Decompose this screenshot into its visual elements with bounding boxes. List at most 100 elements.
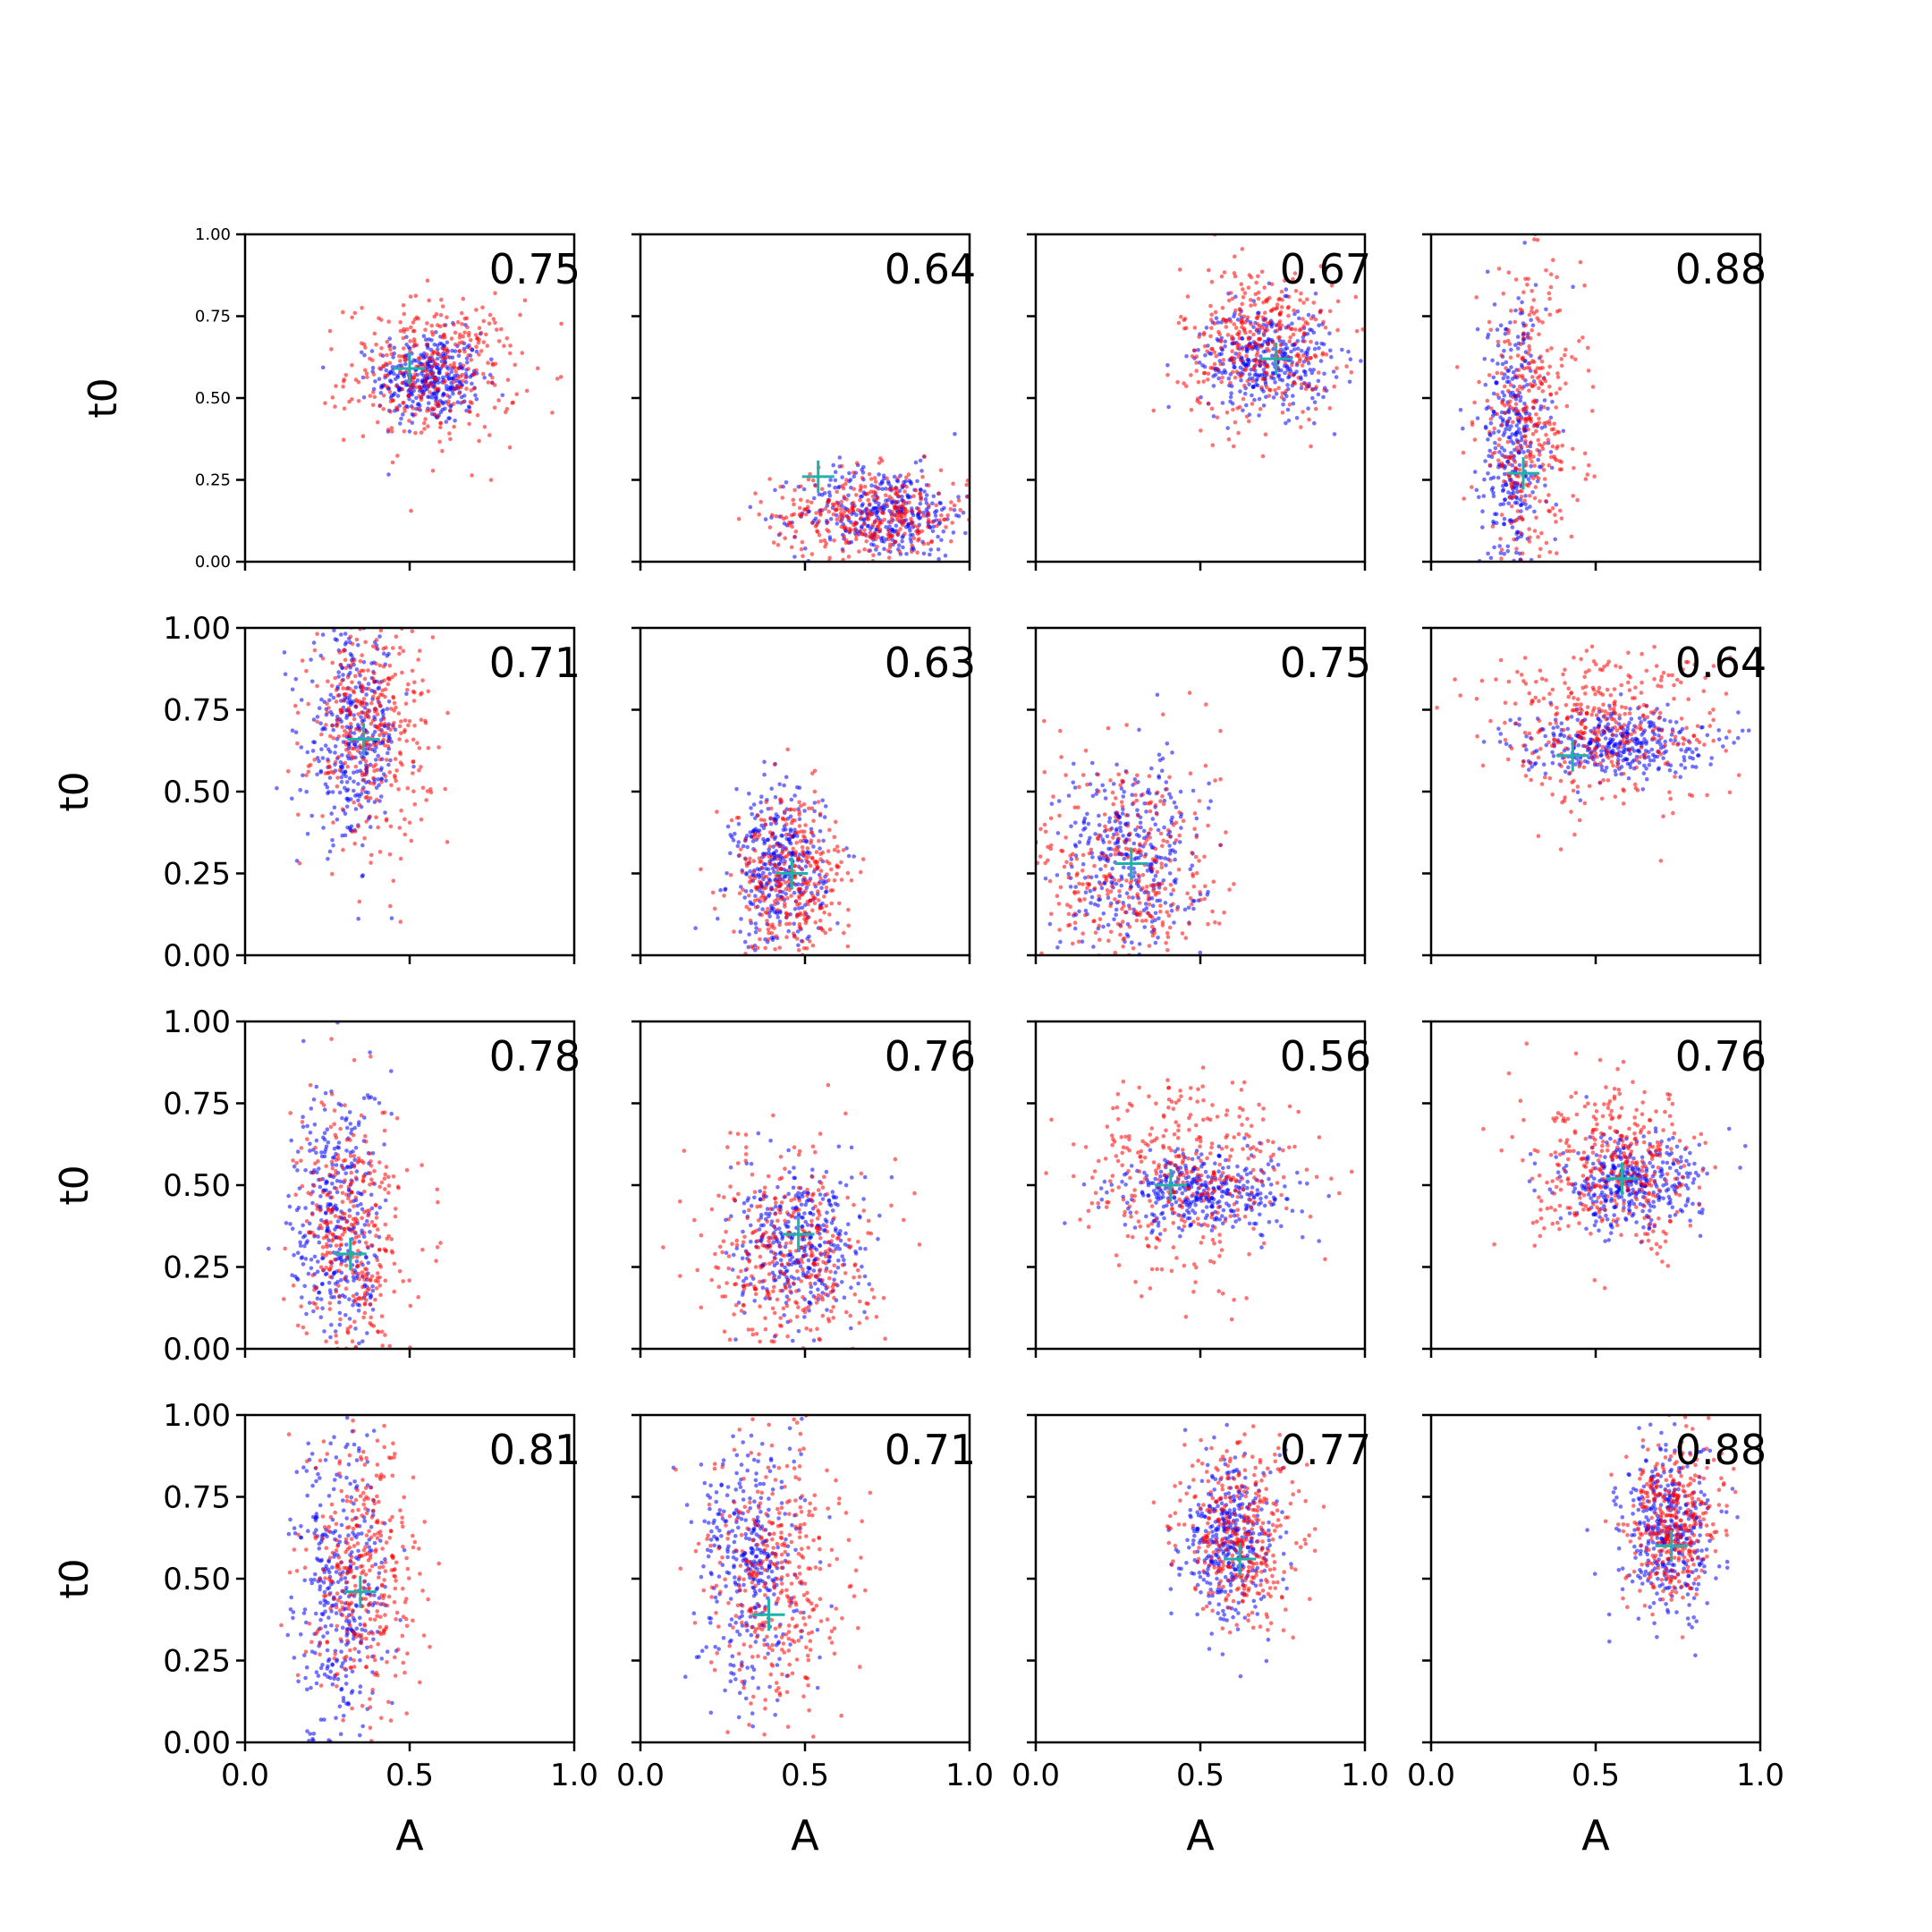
red-point	[1534, 428, 1538, 434]
red-point	[1544, 267, 1548, 273]
red-point	[1547, 312, 1553, 318]
red-point	[1233, 326, 1239, 330]
red-point	[1203, 959, 1208, 963]
red-point	[494, 327, 499, 332]
red-point	[1267, 319, 1273, 325]
red-point	[885, 476, 889, 480]
red-point	[325, 701, 329, 706]
blue-point	[1506, 490, 1511, 495]
red-point	[778, 484, 783, 489]
red-point	[839, 507, 843, 512]
red-point	[381, 665, 386, 669]
blue-point	[1251, 325, 1256, 329]
red-point	[1122, 1055, 1126, 1059]
panel-score: 0.88	[1675, 245, 1767, 293]
red-point	[1487, 429, 1492, 435]
red-point	[817, 519, 821, 523]
red-point	[758, 818, 764, 822]
red-point	[1310, 387, 1315, 393]
red-point	[1548, 392, 1554, 397]
red-point	[1237, 335, 1242, 341]
red-point	[342, 379, 346, 384]
red-point	[1536, 563, 1540, 567]
red-point	[1532, 496, 1538, 501]
red-point	[400, 386, 405, 392]
red-point	[755, 945, 760, 950]
red-point	[864, 533, 869, 538]
red-point	[419, 765, 423, 769]
blue-point	[376, 777, 381, 782]
red-point	[712, 906, 717, 911]
red-point	[1525, 334, 1530, 338]
blue-point	[1142, 925, 1147, 929]
red-point	[386, 682, 391, 687]
red-point	[352, 716, 357, 722]
blue-point	[875, 510, 879, 514]
red-point	[796, 894, 801, 899]
red-point	[835, 865, 840, 869]
red-point	[877, 529, 881, 534]
blue-point	[1258, 354, 1263, 359]
red-point	[792, 935, 797, 939]
red-point	[1103, 863, 1108, 869]
blue-point	[1089, 894, 1095, 900]
red-point	[846, 508, 851, 513]
blue-point	[1283, 370, 1287, 376]
blue-point	[917, 516, 921, 521]
blue-point	[896, 543, 902, 547]
blue-point	[1491, 375, 1496, 380]
red-point	[809, 863, 813, 869]
red-point	[468, 346, 472, 351]
blue-point	[1157, 774, 1161, 778]
blue-point	[340, 753, 344, 758]
red-point	[808, 939, 812, 944]
blue-point	[804, 838, 809, 843]
red-point	[402, 358, 408, 363]
red-point	[774, 513, 779, 519]
blue-point	[1162, 798, 1167, 803]
red-point	[1174, 820, 1179, 826]
red-point	[757, 928, 762, 932]
red-point	[1286, 294, 1292, 300]
blue-point	[1492, 302, 1497, 307]
red-point	[1503, 411, 1508, 415]
red-point	[393, 672, 398, 677]
blue-point	[1491, 475, 1496, 480]
red-point	[1232, 341, 1237, 346]
red-point	[1509, 309, 1513, 313]
red-point	[1474, 295, 1479, 300]
red-point	[791, 960, 795, 964]
red-point	[455, 319, 461, 325]
blue-point	[445, 340, 450, 345]
blue-point	[388, 758, 393, 763]
red-point	[1521, 427, 1526, 431]
blue-point	[741, 843, 746, 849]
blue-point	[1486, 332, 1491, 337]
blue-point	[903, 524, 909, 530]
blue-point	[777, 782, 782, 787]
red-point	[438, 420, 444, 426]
blue-point	[347, 775, 352, 781]
red-point	[756, 813, 760, 818]
red-point	[902, 511, 908, 515]
red-point	[383, 694, 387, 699]
blue-point	[391, 393, 396, 398]
blue-point	[956, 513, 962, 519]
red-point	[1547, 385, 1552, 389]
blue-point	[1261, 403, 1267, 408]
red-point	[818, 538, 823, 544]
red-point	[1262, 285, 1267, 290]
red-point	[775, 857, 780, 861]
blue-point	[1548, 450, 1554, 454]
red-point	[904, 475, 909, 480]
red-point	[1307, 417, 1311, 422]
red-point	[801, 834, 806, 839]
red-point	[852, 522, 856, 528]
red-point	[445, 393, 450, 398]
blue-point	[1082, 816, 1088, 821]
blue-point	[343, 631, 348, 636]
red-point	[809, 841, 813, 845]
red-point	[835, 871, 839, 877]
blue-point	[339, 719, 344, 724]
red-point	[1265, 370, 1269, 376]
